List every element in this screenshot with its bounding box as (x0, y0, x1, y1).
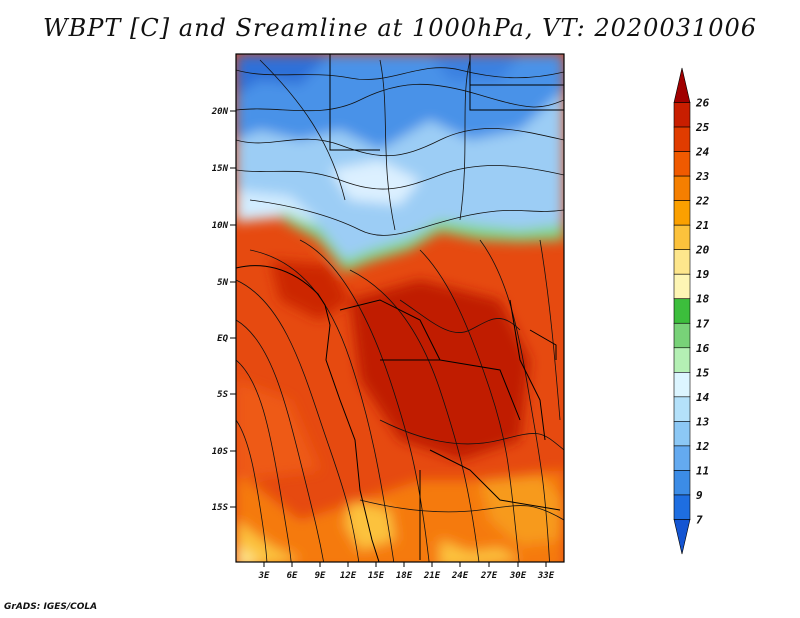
lon-label: 33E (537, 571, 555, 581)
lon-label: 6E (287, 571, 298, 581)
colorbar-label: 13 (696, 415, 710, 428)
colorbar-label: 22 (695, 195, 710, 208)
colorbar-label: 11 (696, 464, 709, 477)
lon-label: 15E (368, 571, 385, 581)
colorbar-segment (673, 102, 691, 128)
lon-label: 30E (509, 571, 527, 581)
colorbar-segment (673, 372, 691, 398)
colorbar-label: 24 (695, 146, 710, 159)
lat-label: 10S (212, 447, 229, 457)
colorbar-segment (673, 298, 691, 324)
colorbar-segment (673, 273, 691, 300)
grads-credit: GrADS: IGES/COLA (4, 602, 98, 612)
colorbar-label: 21 (695, 219, 709, 232)
colorbar-label: 16 (696, 342, 710, 355)
lon-axis (263, 562, 547, 567)
lon-label: 27E (480, 571, 498, 581)
wbpt-shading (236, 54, 564, 562)
colorbar-label: 17 (696, 317, 710, 330)
lon-label: 18E (396, 571, 413, 581)
colorbar-segment (673, 126, 691, 152)
colorbar-segment (673, 470, 691, 496)
map-frame (235, 53, 565, 563)
colorbar-segment (673, 322, 691, 349)
colorbar-segment (673, 494, 691, 520)
lat-label: 20N (211, 107, 229, 117)
lon-label: 12E (340, 571, 357, 581)
lon-label: 21E (423, 571, 441, 581)
map-title: WBPT [C] and Sreamline at 1000hPa, VT: 2… (42, 14, 758, 42)
colorbar-label: 12 (696, 440, 710, 453)
colorbar-segment (673, 224, 691, 250)
lat-label: 15N (212, 164, 229, 174)
colorbar-segment (673, 421, 691, 447)
colorbar-label: 15 (696, 366, 710, 379)
colorbar-label: 14 (696, 391, 710, 404)
lon-label: 9E (315, 571, 326, 581)
colorbar-label: 23 (695, 170, 710, 183)
colorbar-segment (673, 249, 691, 275)
lat-label: EQ (217, 334, 228, 344)
country-borders (236, 54, 564, 562)
lat-axis (230, 110, 236, 508)
colorbar-segment (673, 519, 691, 555)
colorbar-label: 9 (696, 489, 703, 502)
colorbar-segment (673, 445, 691, 471)
colorbar-label: 20 (695, 244, 710, 257)
colorbar-label: 25 (695, 121, 710, 134)
colorbar-segment (673, 396, 691, 422)
colorbar-segment (673, 347, 691, 373)
colorbar-segment (673, 67, 691, 103)
colorbar-label: 26 (695, 97, 710, 110)
lat-label: 5N (217, 278, 228, 288)
lat-label: 5S (217, 390, 228, 400)
colorbar-label: 7 (696, 513, 703, 526)
lon-label: 24E (451, 571, 469, 581)
colorbar-label: 18 (696, 293, 710, 306)
lat-label: 10N (212, 221, 229, 231)
colorbar-label: 19 (696, 268, 710, 281)
colorbar: 26 25 24 23 22 21 20 19 18 17 16 15 14 13 12 11 9 7 (673, 67, 710, 555)
colorbar-segment (673, 175, 691, 201)
colorbar-segment (673, 151, 691, 177)
lat-label: 15S (212, 503, 229, 513)
colorbar-segment (673, 200, 691, 226)
lon-label: 3E (258, 571, 270, 581)
